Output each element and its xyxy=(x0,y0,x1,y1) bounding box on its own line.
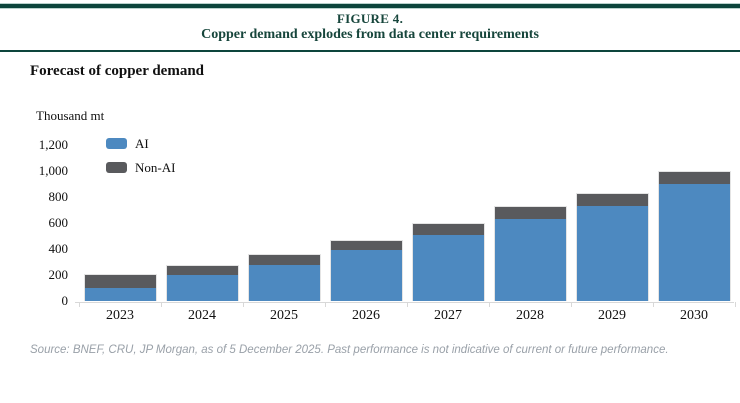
y-tick-label: 600 xyxy=(48,215,69,230)
bar-segment-ai-2027 xyxy=(411,234,485,301)
y-tick-label: 800 xyxy=(48,189,69,204)
bar-segment-non-ai-2024 xyxy=(165,264,239,275)
title-divider xyxy=(0,50,740,52)
bar-segment-non-ai-2027 xyxy=(411,223,485,235)
x-axis-line xyxy=(75,302,734,303)
y-tick-label: 0 xyxy=(61,293,69,308)
x-tick-label-2027: 2027 xyxy=(434,308,462,323)
bar-segment-ai-2030 xyxy=(657,184,731,301)
bar-stack-2028 xyxy=(493,206,567,301)
bar-segment-ai-2026 xyxy=(329,250,403,301)
bar-stack-2030 xyxy=(657,171,731,301)
bar-stack-2027 xyxy=(411,223,485,301)
x-axis-tick xyxy=(325,302,326,307)
chart-subtitle: Forecast of copper demand xyxy=(30,63,205,79)
x-tick-label-2024: 2024 xyxy=(188,308,216,323)
bar-segment-ai-2028 xyxy=(493,219,567,301)
x-axis-tick xyxy=(571,302,572,307)
x-axis-tick xyxy=(653,302,654,307)
legend-swatch-ai xyxy=(106,138,127,149)
y-tick-label: 1,000 xyxy=(38,163,68,178)
legend-label-ai: AI xyxy=(135,136,149,151)
x-axis-tick xyxy=(735,302,736,307)
top-rule xyxy=(0,3,740,9)
plot-area xyxy=(75,144,733,302)
bar-stack-2025 xyxy=(247,254,321,301)
bar-segment-ai-2023 xyxy=(83,288,157,301)
bar-segment-non-ai-2029 xyxy=(575,193,649,207)
bar-segment-ai-2024 xyxy=(165,275,239,301)
y-tick-label: 200 xyxy=(48,267,69,282)
y-tick-label: 400 xyxy=(48,241,69,256)
bar-stack-2024 xyxy=(165,264,239,301)
x-axis-tick xyxy=(407,302,408,307)
x-axis-tick xyxy=(79,302,80,307)
bar-stack-2026 xyxy=(329,239,403,301)
x-tick-label-2030: 2030 xyxy=(680,308,708,323)
x-tick-label-2026: 2026 xyxy=(352,308,380,323)
bar-stack-2023 xyxy=(83,273,157,301)
x-axis-tick xyxy=(243,302,244,307)
source-note: Source: BNEF, CRU, JP Morgan, as of 5 De… xyxy=(30,344,669,356)
figure-title: Copper demand explodes from data center … xyxy=(201,27,539,42)
legend-swatch-non-ai xyxy=(106,162,127,173)
figure-label: FIGURE 4. xyxy=(336,11,404,26)
bar-segment-non-ai-2026 xyxy=(329,239,403,251)
x-tick-label-2028: 2028 xyxy=(516,308,544,323)
y-tick-label: 1,200 xyxy=(38,137,68,152)
x-tick-label-2025: 2025 xyxy=(270,308,298,323)
bar-stack-2029 xyxy=(575,193,649,301)
y-axis-unit-label: Thousand mt xyxy=(36,108,105,123)
bar-segment-ai-2025 xyxy=(247,264,321,301)
x-axis-tick xyxy=(161,302,162,307)
bar-segment-ai-2029 xyxy=(575,206,649,301)
legend-label-non-ai: Non-AI xyxy=(135,160,176,175)
x-tick-label-2023: 2023 xyxy=(106,308,134,323)
bar-segment-non-ai-2028 xyxy=(493,206,567,220)
x-tick-label-2029: 2029 xyxy=(598,308,626,323)
bar-segment-non-ai-2025 xyxy=(247,254,321,265)
bar-segment-non-ai-2030 xyxy=(657,171,731,184)
bar-segment-non-ai-2023 xyxy=(83,273,157,288)
x-axis-tick xyxy=(489,302,490,307)
